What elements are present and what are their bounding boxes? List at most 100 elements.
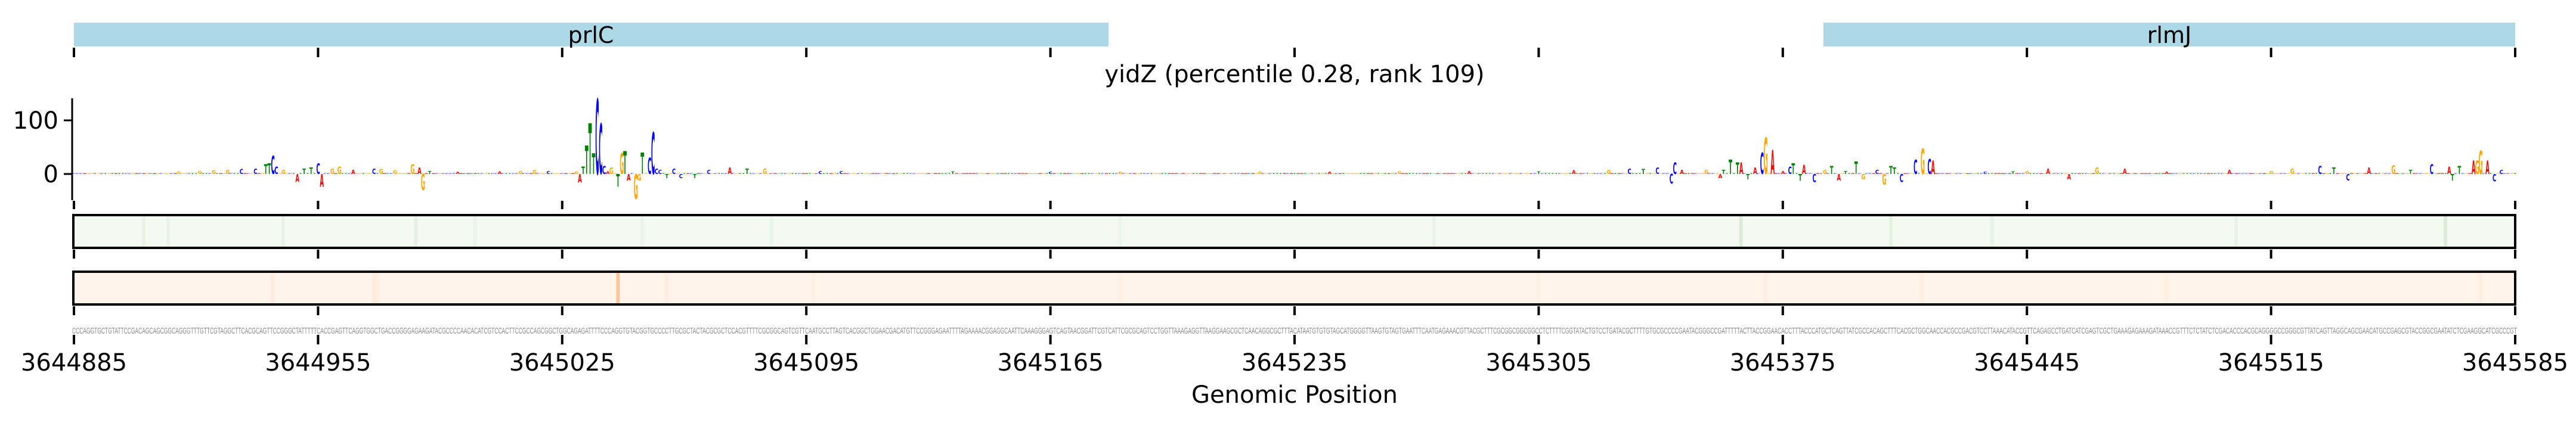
- logo-letter: C: [494, 173, 499, 175]
- logo-letter: C: [1900, 173, 1903, 185]
- logo-letter: C: [1223, 173, 1227, 175]
- logo-letter: A: [871, 173, 875, 175]
- track-mark: [1118, 215, 1122, 248]
- logo-letter: T: [1844, 170, 1847, 175]
- logo-letter: A: [2126, 173, 2131, 175]
- logo-letter: T: [2513, 173, 2518, 175]
- logo-letter: A: [2262, 173, 2267, 175]
- logo-letter: C: [2085, 173, 2089, 175]
- logo-letter: G: [864, 173, 868, 175]
- logo-letter: G: [2088, 173, 2092, 175]
- x-tick-label: 3645165: [998, 349, 1104, 377]
- logo-letter: T: [504, 173, 509, 175]
- track-mark: [1432, 215, 1436, 248]
- logo-letter: G: [2116, 173, 2120, 175]
- logo-letter: A: [968, 173, 973, 175]
- logo-letter: A: [606, 170, 610, 175]
- logo-letter: T: [1896, 173, 1900, 175]
- logo-letter: A: [1422, 173, 1426, 175]
- x-tick-label: 3645445: [1974, 349, 2080, 377]
- logo-letter: T: [1736, 158, 1739, 178]
- track-mark: [1739, 215, 1743, 248]
- logo-letter: G: [1502, 173, 1506, 175]
- sequence-logo: C C C A GGT GC T GT A T T C C GA C A GC A GC GGC A GGGT T T GT T C…: [72, 79, 2518, 207]
- track-mark: [166, 215, 170, 248]
- logo-letter: A: [1997, 173, 2001, 175]
- logo-letter: T: [1164, 173, 1168, 175]
- logo-letter: C: [1091, 173, 1095, 175]
- logo-letter: T: [201, 173, 205, 175]
- logo-letter: C: [1628, 167, 1631, 176]
- logo-letter: T: [2444, 173, 2448, 175]
- logo-letter: A: [627, 172, 631, 182]
- logo-letter: G: [620, 148, 624, 182]
- logo-letter: A: [2468, 173, 2472, 175]
- logo-letter: A: [407, 173, 411, 175]
- logo-letter: T: [1987, 173, 1991, 175]
- logo-letter: C: [1708, 173, 1712, 175]
- track-background: [74, 272, 2515, 304]
- logo-letter: A: [1296, 173, 1301, 175]
- logo-letter: G: [1094, 173, 1098, 175]
- logo-letter: G: [1506, 173, 1510, 175]
- logo-letter: C: [2454, 173, 2459, 175]
- logo-letter: A: [2367, 166, 2371, 176]
- logo-letter: G: [1136, 173, 1140, 175]
- logo-letter: A: [1945, 173, 1949, 175]
- logo-letter: T: [693, 173, 697, 181]
- logo-letter: C: [1419, 173, 1423, 175]
- logo-letter: G: [2137, 173, 2141, 175]
- logo-letter: G: [710, 173, 714, 175]
- logo-letter: C: [1942, 173, 1946, 175]
- logo-letter: C: [2500, 169, 2504, 176]
- logo-letter: G: [1474, 173, 1478, 175]
- logo-letter: A: [1063, 173, 1067, 175]
- logo-letter: A: [2140, 173, 2144, 175]
- logo-letter: G: [2043, 173, 2047, 175]
- logo-letter: C: [1785, 173, 1789, 175]
- logo-letter: G: [1055, 173, 1060, 175]
- logo-letter: G: [2294, 173, 2298, 175]
- logo-letter: C: [1509, 173, 1513, 175]
- logo-letter: T: [268, 161, 271, 178]
- logo-letter: C: [1540, 173, 1544, 175]
- logo-letter: C: [2238, 173, 2242, 175]
- logo-letter: A: [1168, 173, 1172, 175]
- logo-letter: A: [1443, 173, 1447, 175]
- logo-letter: T: [1791, 161, 1795, 178]
- logo-letter: A: [1994, 173, 1998, 175]
- logo-letter: A: [383, 173, 387, 175]
- logo-letter: G: [2475, 158, 2479, 179]
- logo-letter: C: [240, 169, 243, 176]
- logo-letter: C: [2252, 173, 2256, 175]
- logo-letter: T: [1976, 173, 1980, 175]
- logo-letter: C: [2461, 173, 2465, 175]
- logo-letter: C: [599, 111, 602, 191]
- logo-letter: T: [1819, 173, 1823, 175]
- logo-letter: C: [1858, 173, 1862, 175]
- logo-letter: G: [1391, 173, 1395, 175]
- logo-letter: A: [686, 173, 690, 175]
- logo-letter: T: [661, 173, 665, 175]
- track-mark: [769, 215, 773, 248]
- logo-letter: C: [271, 152, 274, 181]
- logo-letter: G: [2025, 170, 2029, 175]
- logo-letter: G: [400, 173, 404, 175]
- logo-letter: C: [2004, 173, 2008, 175]
- logo-letter: C: [1760, 147, 1764, 181]
- logo-letter: G: [393, 170, 397, 176]
- logo-letter: A: [1872, 173, 1876, 175]
- logo-letter: C: [2221, 173, 2225, 175]
- logo-letter: A: [2123, 167, 2127, 176]
- logo-letter: A: [1879, 173, 1883, 175]
- logo-letter: G: [163, 173, 167, 175]
- logo-letter: G: [2255, 173, 2259, 175]
- logo-letter: C: [679, 173, 683, 181]
- logo-letter: T: [1847, 173, 1852, 175]
- logo-letter: G: [177, 170, 181, 175]
- logo-letter: C: [1666, 173, 1670, 175]
- logo-letter: C: [512, 173, 516, 175]
- logo-letter: A: [2206, 173, 2210, 175]
- logo-letter: T: [1544, 173, 1548, 175]
- logo-letter: G: [2405, 173, 2410, 175]
